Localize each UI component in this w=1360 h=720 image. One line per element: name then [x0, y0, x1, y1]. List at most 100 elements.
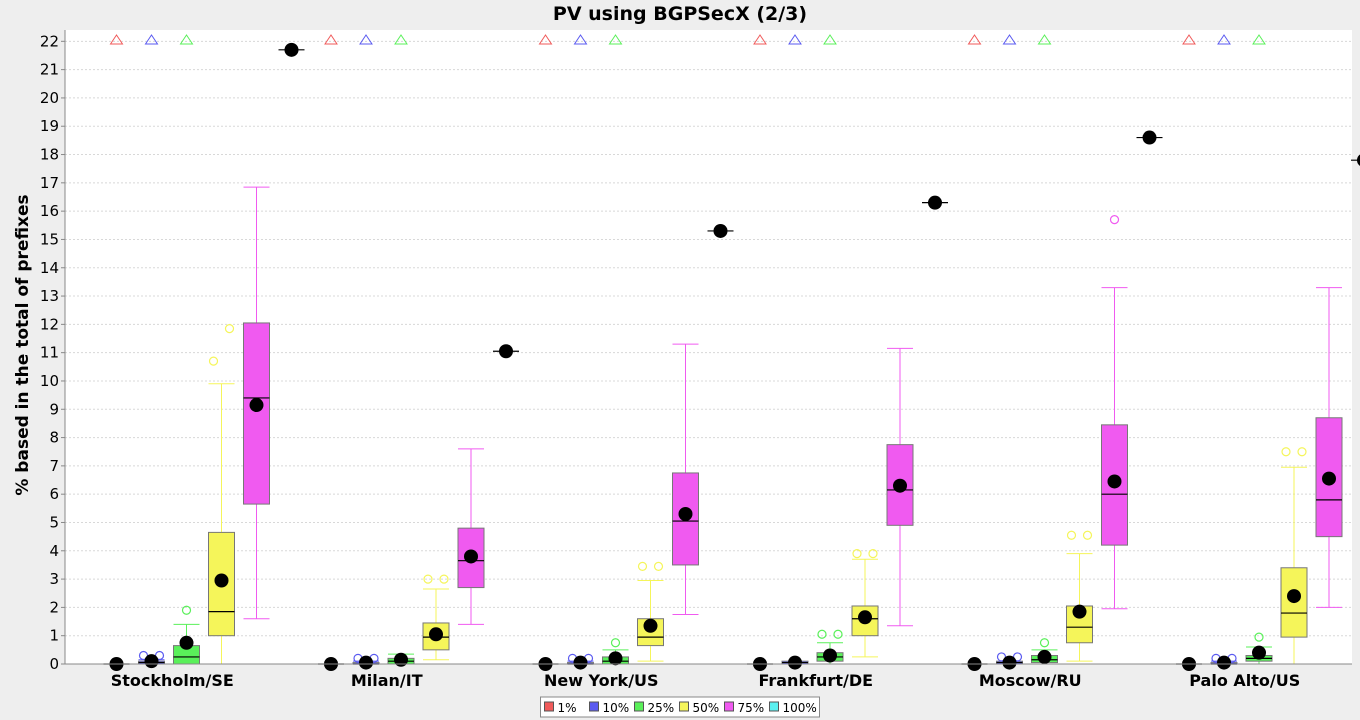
plot-area [65, 30, 1352, 664]
legend-label: 10% [603, 701, 630, 715]
legend-item: 25% [634, 701, 675, 715]
legend-swatch [724, 701, 734, 712]
y-tick-label: 0 [49, 655, 59, 673]
legend-label: 75% [738, 701, 765, 715]
outlier-point [852, 549, 862, 559]
y-tick-label: 10 [40, 372, 59, 390]
y-tick-label: 21 [40, 61, 59, 79]
mean-point [1037, 649, 1052, 664]
y-tick-label: 2 [49, 598, 59, 616]
box [243, 322, 270, 505]
category-label: Frankfurt/DE [758, 671, 873, 690]
category-group [961, 34, 1163, 671]
outlier-point [423, 574, 433, 584]
far-out-indicator [1182, 34, 1196, 45]
far-out-indicator [394, 34, 408, 45]
mean-point [1107, 474, 1122, 489]
legend-label: 25% [648, 701, 675, 715]
y-tick-label: 3 [49, 570, 59, 588]
y-tick-label: 15 [40, 230, 59, 248]
category-group [747, 34, 948, 671]
outlier-point [1281, 447, 1291, 457]
mean-point [394, 652, 408, 667]
legend-label: 1% [558, 701, 577, 715]
mean-point [1287, 589, 1301, 604]
mean-point [359, 655, 373, 670]
legend: 1% 10% 25% 50% 75% 100% [540, 696, 820, 718]
category-label: Milan/IT [351, 671, 423, 690]
outlier-point [610, 638, 621, 648]
box [637, 618, 664, 647]
category-label: Stockholm/SE [111, 671, 234, 690]
far-out-indicator [144, 34, 159, 45]
outlier-point [1066, 530, 1077, 540]
legend-item: 50% [679, 701, 719, 715]
y-tick-label: 7 [49, 457, 59, 475]
legend-swatch [634, 701, 644, 712]
far-out-indicator [1002, 34, 1017, 45]
far-out-indicator [823, 34, 837, 45]
y-tick-label: 12 [40, 315, 59, 333]
far-out-indicator [359, 34, 373, 45]
y-tick-label: 4 [49, 542, 59, 560]
outlier-point [653, 561, 664, 571]
outlier-point [439, 574, 449, 584]
legend-swatch [544, 701, 554, 712]
mean-point [928, 195, 942, 210]
far-out-indicator [1252, 34, 1266, 45]
mean-point [788, 655, 802, 670]
mean-point [144, 654, 159, 669]
outlier-point [1109, 215, 1120, 225]
category-label: Palo Alto/US [1189, 671, 1300, 690]
legend-item: 1% [544, 701, 577, 715]
y-tick-label: 11 [40, 344, 59, 362]
legend-swatch [769, 701, 779, 712]
outlier-point [1297, 447, 1307, 457]
outlier-point [833, 629, 843, 639]
mean-point [214, 573, 229, 588]
legend-item: 75% [724, 701, 765, 715]
mean-point [643, 618, 658, 633]
outlier-point [1082, 530, 1093, 540]
y-tick-label: 13 [40, 287, 59, 305]
y-tick-label: 5 [49, 513, 59, 531]
legend-swatch [679, 701, 689, 712]
mean-point [608, 651, 623, 666]
mean-point [893, 478, 907, 493]
x-axis-labels: Stockholm/SE Milan/IT New York/US Frankfurt… [111, 671, 1301, 690]
outlier-point [637, 561, 648, 571]
far-out-indicator [109, 34, 124, 45]
y-tick-label: 18 [40, 146, 59, 164]
far-out-indicator [179, 34, 194, 45]
y-axis-label: % based in the total of prefixes [13, 194, 33, 495]
far-out-indicator [753, 34, 767, 45]
mean-point [1002, 655, 1017, 670]
mean-point [179, 635, 194, 650]
category-group [103, 34, 305, 671]
legend-item: 100% [769, 701, 817, 715]
far-out-indicator [967, 34, 982, 45]
outlier-point [1254, 632, 1264, 642]
y-tick-label: 14 [40, 259, 59, 277]
mean-point [499, 344, 513, 359]
outlier-point [208, 356, 219, 366]
mean-point [678, 506, 693, 521]
mean-point [1322, 471, 1336, 486]
y-tick-label: 8 [49, 429, 59, 447]
outlier-point [868, 549, 878, 559]
legend-label: 100% [783, 701, 817, 715]
far-out-indicator [1037, 34, 1052, 45]
mean-point [1217, 655, 1231, 670]
outlier-point [1039, 638, 1050, 648]
far-out-indicator [573, 34, 588, 45]
mean-point [1357, 154, 1360, 166]
y-tick-label: 20 [40, 89, 59, 107]
mean-point [823, 648, 837, 663]
mean-point [1142, 130, 1157, 145]
outlier-point [817, 629, 827, 639]
y-tick-label: 17 [40, 174, 59, 192]
category-group [318, 34, 519, 671]
mean-point [1072, 604, 1087, 619]
